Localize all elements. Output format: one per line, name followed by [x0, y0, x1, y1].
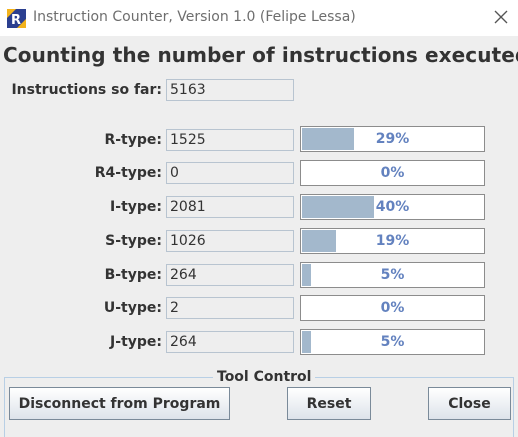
b-type-count-field: 264 [166, 264, 294, 286]
r-type-count-field: 1525 [166, 129, 294, 151]
instructions-so-far-label: Instructions so far: [11, 79, 162, 101]
i-type-count-field: 2081 [166, 196, 294, 218]
svg-text:R: R [11, 13, 21, 28]
u-type-count-field: 2 [166, 297, 294, 319]
r4-type-count-field: 0 [166, 162, 294, 184]
s-type-label: S-type: [105, 230, 162, 252]
reset-button[interactable]: Reset [287, 387, 371, 420]
r-type-percent: 29% [301, 127, 484, 151]
u-type-percent: 0% [301, 296, 484, 320]
page-heading: Counting the number of instructions exec… [3, 43, 518, 67]
b-type-progress-bar: 5% [300, 262, 485, 288]
b-type-label: B-type: [105, 264, 162, 286]
disconnect-from-program-button[interactable]: Disconnect from Program [9, 387, 230, 420]
s-type-count-field: 1026 [166, 230, 294, 252]
j-type-label: J-type: [110, 331, 162, 353]
s-type-percent: 19% [301, 229, 484, 253]
i-type-label: I-type: [110, 196, 162, 218]
i-type-progress-bar: 40% [300, 194, 485, 220]
close-icon [494, 9, 508, 28]
r-type-progress-bar: 29% [300, 126, 485, 152]
j-type-progress-bar: 5% [300, 329, 485, 355]
window-title: Instruction Counter, Version 1.0 (Felipe… [33, 9, 356, 25]
b-type-percent: 5% [301, 263, 484, 287]
s-type-progress-bar: 19% [300, 228, 485, 254]
r4-type-label: R4-type: [95, 162, 162, 184]
close-button[interactable]: Close [428, 387, 511, 420]
rars-logo-icon: R [7, 9, 26, 28]
title-bar: R Instruction Counter, Version 1.0 (Feli… [0, 0, 518, 36]
j-type-percent: 5% [301, 330, 484, 354]
j-type-count-field: 264 [166, 331, 294, 353]
tool-control-legend: Tool Control [213, 369, 315, 385]
r4-type-progress-bar: 0% [300, 160, 485, 186]
r4-type-percent: 0% [301, 161, 484, 185]
instructions-so-far-field: 5163 [166, 79, 294, 101]
u-type-progress-bar: 0% [300, 295, 485, 321]
close-window-button[interactable] [488, 6, 514, 30]
i-type-percent: 40% [301, 195, 484, 219]
r-type-label: R-type: [104, 129, 162, 151]
u-type-label: U-type: [104, 297, 162, 319]
